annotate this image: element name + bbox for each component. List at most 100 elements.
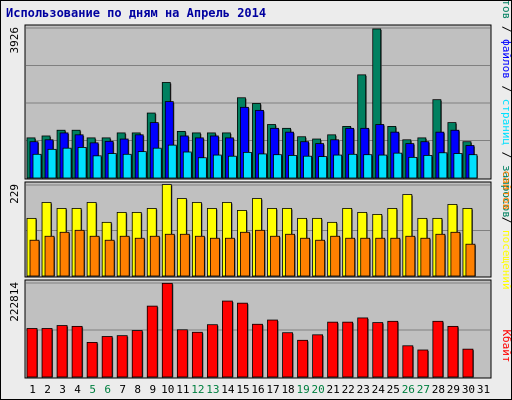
bar-sites-day-27 bbox=[420, 237, 431, 277]
x-tick-label-17: 17 bbox=[266, 383, 279, 396]
x-tick-label-19: 19 bbox=[296, 383, 309, 396]
bar-pages-day-22 bbox=[348, 153, 358, 179]
x-tick-label-21: 21 bbox=[327, 383, 340, 396]
bar-pages-day-16 bbox=[258, 153, 267, 179]
bar-kbytes-day-12 bbox=[191, 331, 203, 378]
bar-kbytes-day-15 bbox=[237, 302, 248, 378]
bar-pages-day-24 bbox=[378, 154, 388, 179]
bar-kbytes-day-3 bbox=[56, 325, 68, 378]
bar-sites-day-17 bbox=[270, 235, 280, 277]
bar-sites-day-10 bbox=[164, 233, 175, 277]
bar-kbytes-day-14 bbox=[222, 300, 233, 378]
chart-title: Использование по дням на Апрель 2014 bbox=[6, 6, 267, 20]
bar-kbytes-day-18 bbox=[282, 332, 293, 378]
bar-pages-day-2 bbox=[47, 148, 57, 179]
bar-pages-day-4 bbox=[77, 147, 87, 179]
bar-sites-day-3 bbox=[59, 231, 70, 277]
bar-kbytes-day-2 bbox=[41, 328, 53, 378]
bar-pages-day-11 bbox=[182, 151, 192, 179]
bar-sites-day-22 bbox=[345, 237, 356, 277]
bar-pages-day-25 bbox=[393, 152, 403, 179]
x-tick-label-27: 27 bbox=[417, 383, 430, 396]
bar-pages-day-7 bbox=[122, 153, 132, 179]
x-tick-label-7: 7 bbox=[119, 383, 126, 396]
bar-kbytes-day-22 bbox=[342, 321, 354, 378]
bar-kbytes-day-21 bbox=[327, 321, 339, 378]
bar-kbytes-day-30 bbox=[462, 348, 474, 378]
bar-sites-day-7 bbox=[119, 235, 130, 277]
bar-sites-day-21 bbox=[330, 235, 341, 277]
bar-kbytes-day-9 bbox=[146, 305, 158, 378]
bar-pages-day-28 bbox=[438, 152, 448, 179]
bar-kbytes-day-4 bbox=[71, 325, 83, 378]
x-tick-label-16: 16 bbox=[251, 383, 264, 396]
bar-sites-day-11 bbox=[179, 233, 190, 277]
x-tick-label-3: 3 bbox=[59, 383, 66, 396]
series-label-part: / bbox=[500, 210, 511, 230]
bar-sites-day-5 bbox=[89, 235, 100, 277]
bar-sites-day-4 bbox=[74, 229, 85, 277]
series-label-part: файлов bbox=[500, 39, 511, 79]
bar-sites-day-14 bbox=[225, 237, 235, 277]
series-label-part: хитов bbox=[500, 1, 511, 19]
bar-pages-day-27 bbox=[423, 155, 433, 179]
bar-sites-day-12 bbox=[194, 235, 205, 277]
bar-kbytes-day-25 bbox=[387, 320, 399, 378]
series-label-part: / bbox=[500, 145, 511, 165]
panel-bottom-series-label: Кбайт bbox=[500, 329, 511, 362]
bar-sites-day-2 bbox=[44, 235, 55, 277]
x-tick-label-15: 15 bbox=[236, 383, 249, 396]
bar-kbytes-day-16 bbox=[252, 323, 263, 378]
x-tick-label-4: 4 bbox=[74, 383, 81, 396]
bar-pages-day-21 bbox=[333, 154, 343, 179]
x-tick-label-24: 24 bbox=[372, 383, 386, 396]
bar-kbytes-day-17 bbox=[267, 319, 278, 378]
bar-sites-day-28 bbox=[435, 233, 446, 277]
bar-pages-day-30 bbox=[468, 154, 478, 179]
x-tick-label-10: 10 bbox=[161, 383, 174, 396]
bar-kbytes-day-26 bbox=[402, 345, 414, 378]
series-label-part: сайтов bbox=[500, 170, 511, 210]
bar-kbytes-day-24 bbox=[372, 322, 384, 378]
bar-pages-day-9 bbox=[152, 147, 162, 179]
x-tick-label-23: 23 bbox=[357, 383, 370, 396]
bar-kbytes-day-1 bbox=[26, 328, 38, 378]
x-tick-label-6: 6 bbox=[104, 383, 111, 396]
bar-kbytes-day-29 bbox=[447, 325, 459, 378]
bar-pages-day-26 bbox=[408, 156, 418, 179]
bar-sites-day-29 bbox=[450, 231, 461, 277]
x-tick-label-28: 28 bbox=[432, 383, 445, 396]
panel-top-ymax-label: 3926 bbox=[8, 27, 21, 54]
x-tick-label-2: 2 bbox=[44, 383, 51, 396]
bar-kbytes-day-7 bbox=[116, 335, 128, 378]
panel-middle-ymax-label: 229 bbox=[8, 184, 21, 204]
bar-pages-day-14 bbox=[228, 155, 237, 179]
bar-pages-day-6 bbox=[107, 153, 117, 179]
x-tick-label-13: 13 bbox=[206, 383, 219, 396]
bar-pages-day-23 bbox=[363, 154, 373, 179]
bar-sites-day-6 bbox=[104, 239, 115, 277]
x-tick-label-11: 11 bbox=[176, 383, 189, 396]
bar-pages-day-5 bbox=[92, 155, 102, 179]
x-tick-label-18: 18 bbox=[281, 383, 294, 396]
bar-pages-day-17 bbox=[273, 154, 282, 179]
bar-sites-day-24 bbox=[375, 237, 386, 277]
bar-sites-day-16 bbox=[255, 229, 265, 277]
bar-pages-day-18 bbox=[288, 155, 297, 179]
bar-pages-day-19 bbox=[303, 155, 312, 179]
bar-sites-day-26 bbox=[405, 235, 416, 277]
bar-sites-day-25 bbox=[390, 237, 401, 277]
bar-kbytes-day-27 bbox=[417, 349, 429, 378]
bar-pages-day-13 bbox=[212, 154, 222, 179]
bar-kbytes-day-28 bbox=[432, 320, 444, 378]
bar-kbytes-day-23 bbox=[357, 317, 369, 378]
series-label-part: страниц bbox=[500, 99, 511, 145]
x-tick-label-25: 25 bbox=[387, 383, 400, 396]
bar-kbytes-day-13 bbox=[206, 324, 218, 378]
x-tick-label-14: 14 bbox=[221, 383, 235, 396]
bar-sites-day-13 bbox=[209, 237, 220, 277]
x-tick-label-9: 9 bbox=[149, 383, 156, 396]
x-tick-label-1: 1 bbox=[29, 383, 36, 396]
